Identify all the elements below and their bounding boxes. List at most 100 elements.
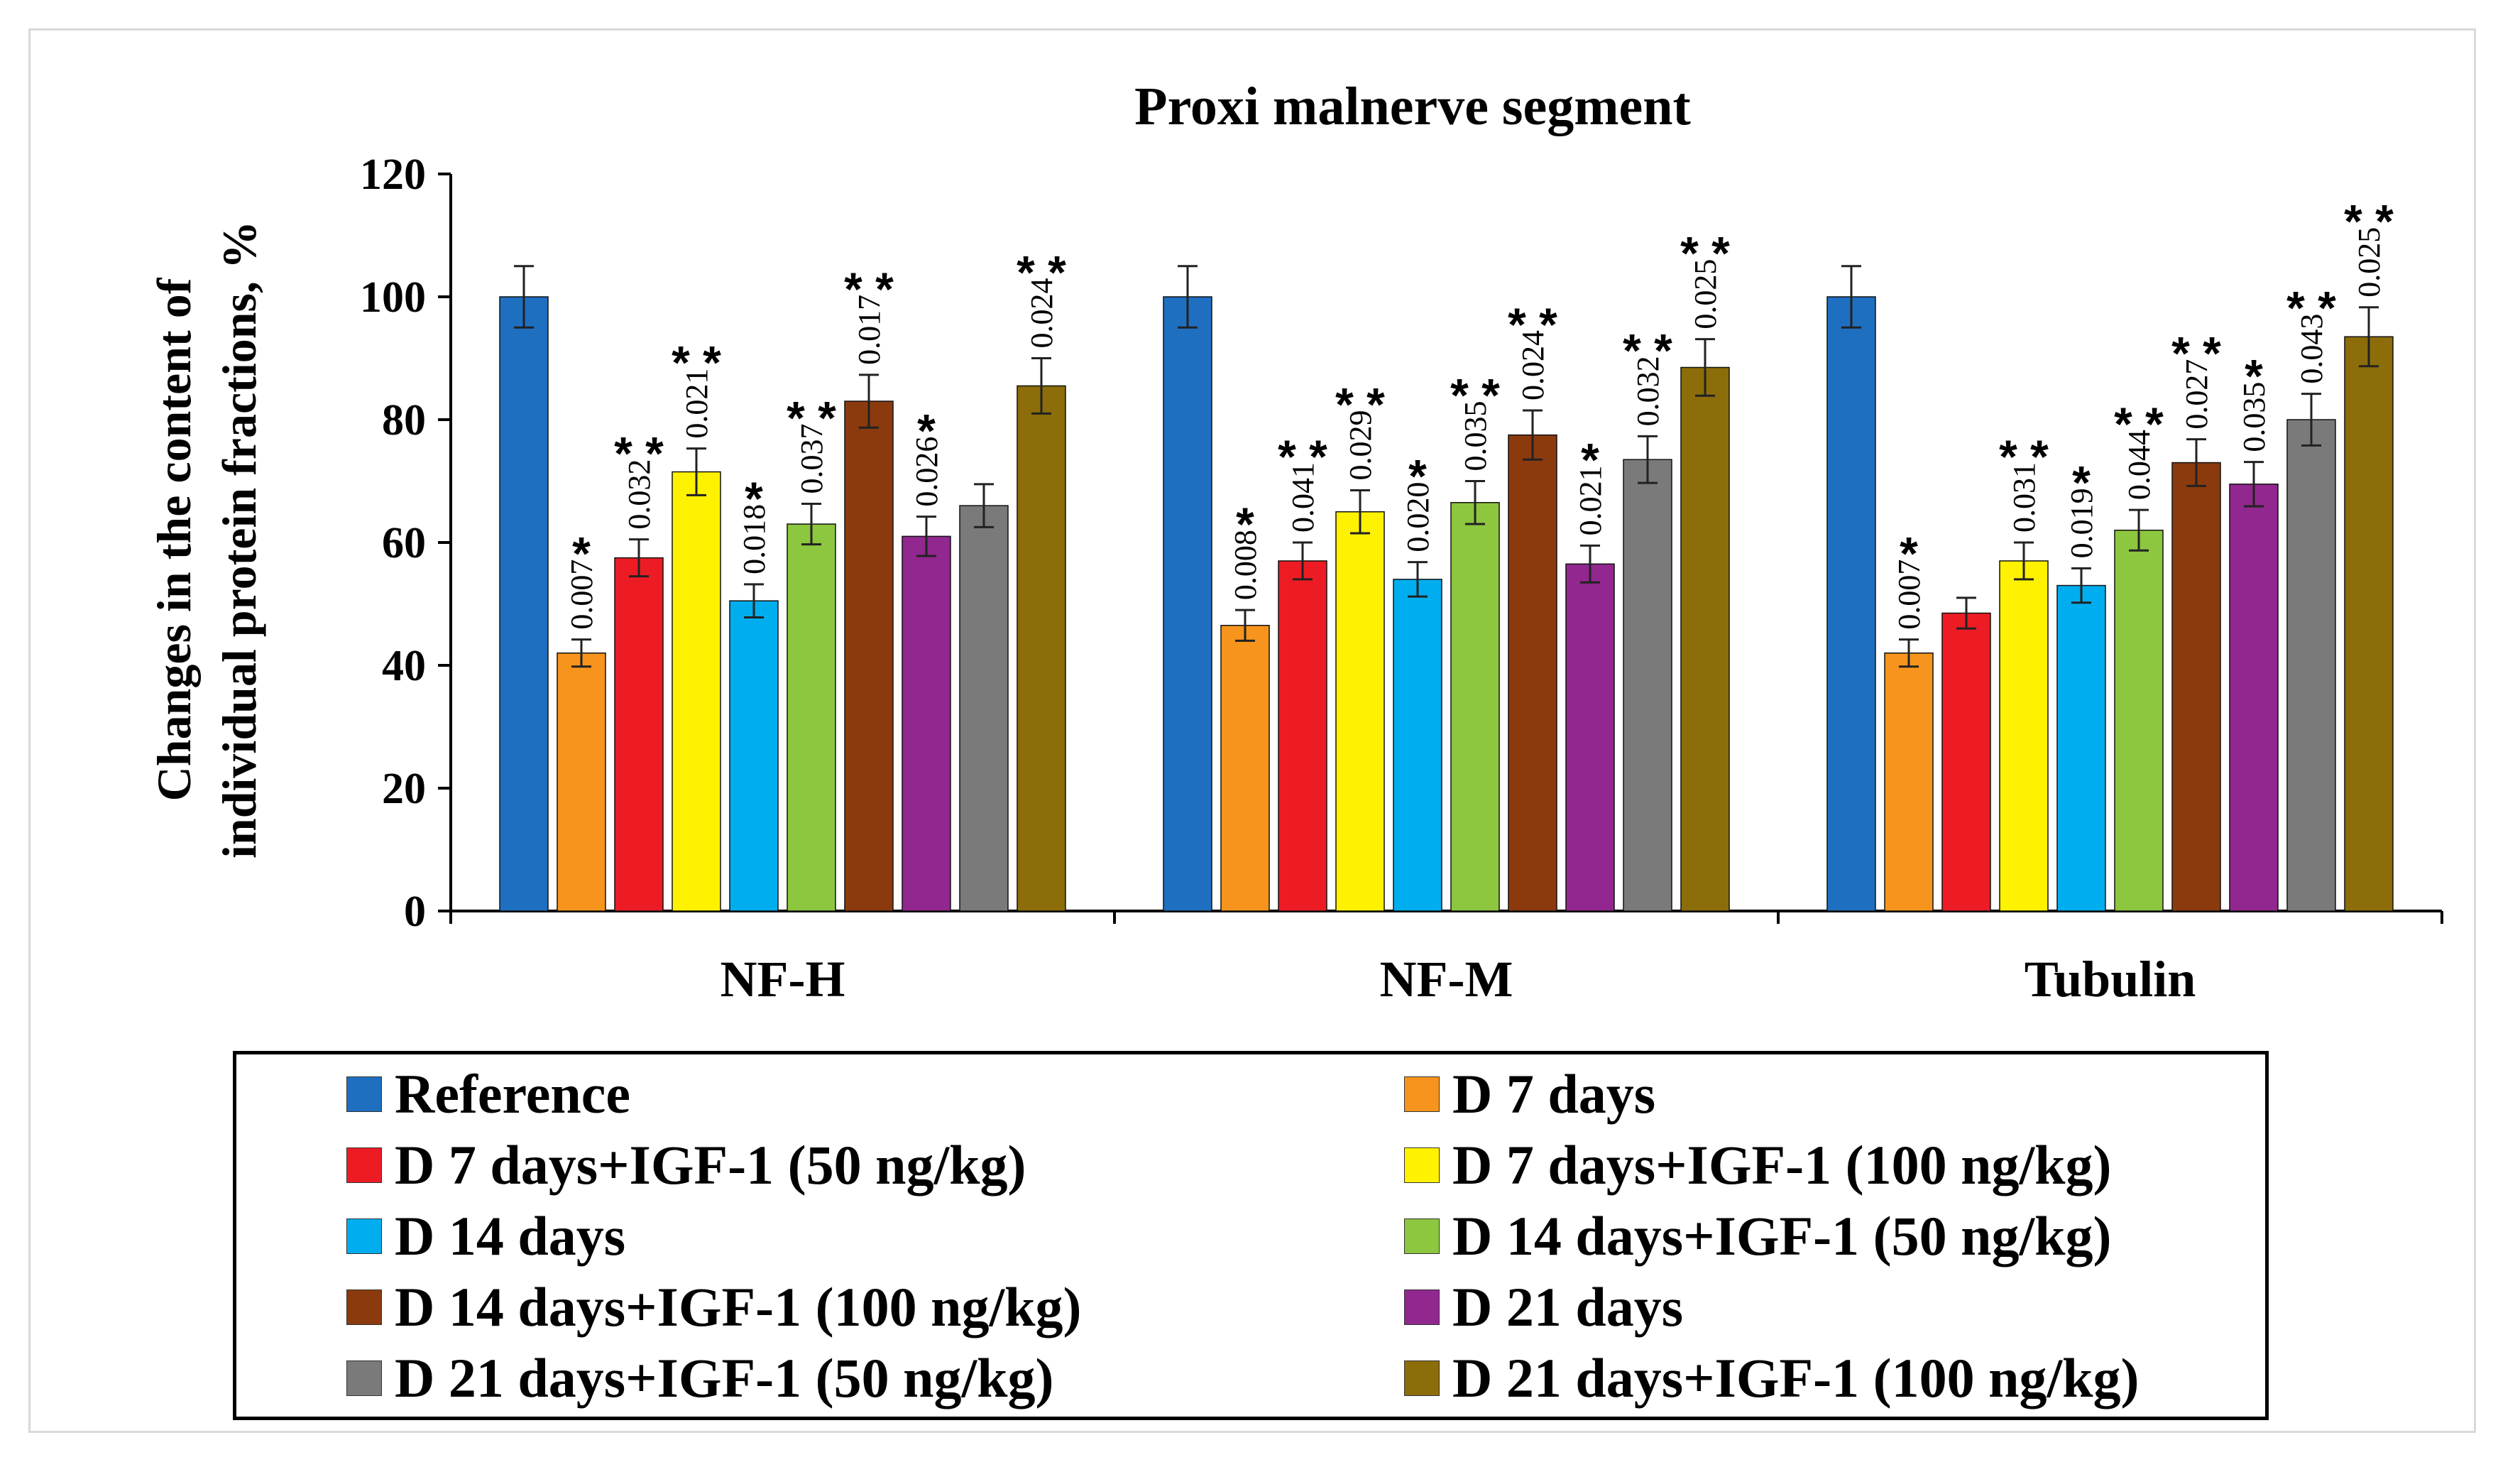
bar: [1999, 560, 2049, 912]
legend-label: D 21 days+IGF-1 (100 ng/kg): [1452, 1347, 2140, 1409]
bar: [614, 557, 664, 912]
y-tick-label: 120: [360, 151, 426, 199]
bar: [1017, 385, 1066, 912]
bar: [1393, 579, 1442, 912]
legend-swatch: [1404, 1289, 1440, 1325]
p-value-label: 0.035: [2237, 382, 2272, 452]
significance-stars: * *: [2171, 327, 2221, 380]
legend-swatch: [346, 1360, 382, 1396]
category-label: NF-H: [721, 951, 845, 1008]
significance-stars: * *: [672, 337, 721, 389]
data-labels: NF-H0.007*0.032* *0.021* *0.018*0.037* *…: [564, 195, 2394, 1008]
legend-label: D 7 days+IGF-1 (50 ng/kg): [395, 1134, 1026, 1196]
bar: [1508, 434, 1557, 912]
legend-label: D 7 days: [1452, 1063, 1656, 1125]
significance-stars: * *: [1623, 324, 1672, 376]
significance-stars: * *: [1450, 369, 1500, 422]
legend-label: Reference: [395, 1063, 630, 1125]
y-tick-label: 60: [382, 519, 426, 567]
significance-stars: * *: [2344, 195, 2394, 248]
y-axis-label-line-1: Changes in the content of: [147, 277, 201, 801]
p-value-label: 0.025: [2352, 227, 2387, 298]
legend-swatch: [346, 1147, 382, 1183]
bar: [2229, 484, 2279, 912]
bar: [1163, 296, 1212, 912]
significance-stars: * *: [1680, 227, 1730, 280]
bar: [1450, 502, 1500, 912]
legend-item: D 14 days: [346, 1201, 625, 1272]
bars: [499, 265, 2394, 912]
y-tick-label: 80: [382, 396, 426, 445]
significance-stars: *: [2072, 456, 2091, 508]
legend-item: D 14 days+IGF-1 (50 ng/kg): [1404, 1201, 2112, 1272]
significance-stars: *: [745, 472, 763, 525]
significance-stars: * *: [1999, 430, 2049, 483]
p-value-label: 0.026: [909, 437, 944, 507]
bar: [2286, 419, 2336, 912]
bar: [1826, 296, 1876, 912]
p-value-label: 0.029: [1343, 410, 1378, 480]
bar: [1335, 511, 1385, 912]
y-tick-label: 0: [404, 888, 426, 936]
legend-item: D 21 days+IGF-1 (100 ng/kg): [1404, 1343, 2140, 1414]
legend-label: D 21 days+IGF-1 (50 ng/kg): [395, 1347, 1054, 1409]
legend-label: D 7 days+IGF-1 (100 ng/kg): [1452, 1134, 2112, 1196]
figure-frame: [28, 28, 2476, 1433]
p-value-label: 0.024: [1024, 278, 1059, 349]
significance-stars: * *: [787, 392, 836, 445]
legend-swatch: [1404, 1218, 1440, 1254]
p-value-label: 0.021: [679, 369, 714, 439]
legend-swatch: [346, 1289, 382, 1325]
bar: [902, 535, 951, 912]
p-value-label: 0.041: [1286, 462, 1320, 533]
significance-stars: * *: [1017, 246, 1066, 299]
bar: [1680, 366, 1730, 912]
p-value-label: 0.037: [794, 424, 829, 494]
legend-item: D 7 days+IGF-1 (50 ng/kg): [346, 1130, 1026, 1201]
bar: [1278, 560, 1327, 912]
legend-label: D 14 days: [395, 1205, 626, 1267]
significance-stars: *: [1236, 498, 1254, 550]
bar: [1941, 612, 1991, 912]
y-tick-label: 100: [360, 273, 426, 322]
legend-swatch: [1404, 1076, 1440, 1112]
significance-stars: * *: [1278, 430, 1327, 483]
significance-stars: *: [2245, 350, 2263, 403]
bar: [2056, 584, 2106, 912]
p-value-label: 0.008: [1228, 530, 1263, 600]
bar: [672, 471, 721, 912]
legend-item: D 14 days+IGF-1 (100 ng/kg): [346, 1272, 1082, 1343]
bar: [787, 523, 836, 912]
p-value-label: 0.007: [1892, 560, 1927, 630]
significance-stars: * *: [2114, 398, 2164, 450]
legend-swatch: [1404, 1147, 1440, 1183]
significance-stars: * *: [1335, 378, 1385, 430]
bar: [959, 505, 1009, 912]
p-value-label: 0.035: [1458, 401, 1493, 471]
p-value-label: 0.018: [737, 504, 772, 574]
legend-swatch: [346, 1218, 382, 1254]
p-value-label: 0.007: [564, 560, 599, 630]
legend-swatch: [346, 1076, 382, 1112]
legend-label: D 21 days: [1452, 1276, 1684, 1338]
category-label: Tubulin: [2025, 951, 2196, 1008]
significance-stars: *: [917, 405, 936, 457]
category-label: NF-M: [1380, 951, 1513, 1008]
p-value-label: 0.032: [1631, 356, 1665, 426]
p-value-label: 0.032: [622, 459, 657, 530]
y-tick-label: 40: [382, 642, 426, 690]
legend-swatch: [1404, 1360, 1440, 1396]
p-value-label: 0.021: [1573, 465, 1608, 535]
y-axis-label-line-2: individual protein fractions, %: [212, 221, 266, 858]
legend-label: D 14 days+IGF-1 (100 ng/kg): [395, 1276, 1082, 1338]
significance-stars: *: [1581, 433, 1599, 486]
bar: [2114, 529, 2164, 912]
legend: Reference D 7 days D 7 days+IGF-1 (50 ng/k…: [233, 1051, 2269, 1420]
bar: [557, 652, 606, 912]
p-value-label: 0.043: [2294, 314, 2329, 384]
legend-item: D 7 days+IGF-1 (100 ng/kg): [1404, 1130, 2112, 1201]
chart-title: Proxi malnerve segment: [1134, 77, 1691, 136]
bar: [1884, 652, 1934, 912]
p-value-label: 0.027: [2179, 359, 2214, 430]
